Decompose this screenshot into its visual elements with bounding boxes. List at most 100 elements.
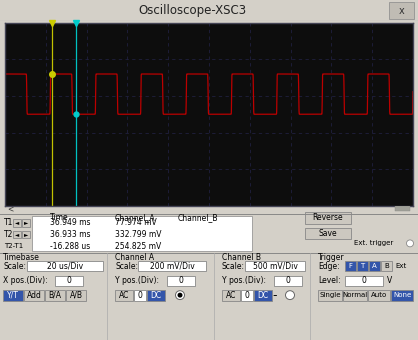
Text: Scale:: Scale:: [3, 261, 26, 271]
FancyBboxPatch shape: [345, 276, 383, 286]
Text: Scale:: Scale:: [115, 261, 138, 271]
Text: ◄: ◄: [15, 220, 19, 225]
FancyBboxPatch shape: [147, 290, 165, 301]
FancyBboxPatch shape: [318, 290, 342, 301]
FancyBboxPatch shape: [45, 290, 65, 301]
Text: T1: T1: [4, 218, 13, 227]
Text: Channel B: Channel B: [222, 253, 261, 262]
FancyBboxPatch shape: [381, 261, 392, 271]
Text: 0: 0: [66, 276, 71, 285]
FancyBboxPatch shape: [32, 216, 252, 251]
FancyBboxPatch shape: [22, 231, 30, 238]
Text: 0: 0: [138, 291, 143, 300]
FancyBboxPatch shape: [66, 290, 86, 301]
FancyBboxPatch shape: [389, 2, 414, 19]
Text: Channel A: Channel A: [115, 253, 154, 262]
FancyBboxPatch shape: [134, 290, 146, 301]
Text: X pos.(Div):: X pos.(Div):: [3, 276, 48, 285]
Text: Oscilloscope-XSC3: Oscilloscope-XSC3: [138, 4, 246, 17]
Circle shape: [178, 293, 183, 298]
FancyBboxPatch shape: [357, 261, 368, 271]
Text: Add: Add: [27, 291, 41, 300]
Text: F: F: [349, 263, 352, 269]
Text: <: <: [7, 204, 13, 213]
FancyBboxPatch shape: [24, 290, 44, 301]
Text: DC: DC: [257, 291, 268, 300]
Text: Y/T: Y/T: [7, 291, 19, 300]
Text: ►: ►: [24, 220, 28, 225]
FancyBboxPatch shape: [241, 290, 253, 301]
Text: Scale:: Scale:: [222, 261, 245, 271]
Text: Save: Save: [319, 229, 337, 238]
FancyBboxPatch shape: [305, 227, 351, 239]
FancyBboxPatch shape: [222, 290, 240, 301]
Text: 500 mV/Div: 500 mV/Div: [252, 261, 298, 271]
Text: B: B: [384, 263, 389, 269]
FancyBboxPatch shape: [3, 290, 23, 301]
Text: 77.974 mV: 77.974 mV: [115, 218, 157, 227]
Text: 20 us/Div: 20 us/Div: [47, 261, 83, 271]
Text: Y pos.(Div):: Y pos.(Div):: [222, 276, 266, 285]
FancyBboxPatch shape: [13, 231, 21, 238]
Text: Time: Time: [50, 213, 69, 222]
Text: Channel_B: Channel_B: [178, 213, 219, 222]
Text: Ext. trigger: Ext. trigger: [354, 240, 393, 246]
Text: Reverse: Reverse: [313, 213, 343, 222]
FancyBboxPatch shape: [345, 261, 356, 271]
FancyBboxPatch shape: [22, 219, 30, 226]
Text: Channel_A: Channel_A: [115, 213, 155, 222]
Text: Ext: Ext: [395, 263, 406, 269]
FancyBboxPatch shape: [274, 276, 302, 286]
Text: Timebase: Timebase: [3, 253, 40, 262]
Text: Y pos.(Div):: Y pos.(Div):: [115, 276, 159, 285]
Text: 254.825 mV: 254.825 mV: [115, 242, 161, 251]
FancyBboxPatch shape: [55, 276, 83, 286]
Text: Single: Single: [319, 292, 341, 298]
Text: Edge:: Edge:: [318, 261, 339, 271]
FancyBboxPatch shape: [343, 290, 367, 301]
Text: B/A: B/A: [48, 291, 61, 300]
Text: T2: T2: [4, 230, 13, 239]
Text: ►: ►: [24, 232, 28, 237]
Text: Level:: Level:: [318, 276, 341, 285]
Text: AC: AC: [226, 291, 236, 300]
Text: 200 mV/Div: 200 mV/Div: [150, 261, 194, 271]
FancyBboxPatch shape: [13, 219, 21, 226]
FancyBboxPatch shape: [305, 212, 351, 224]
FancyBboxPatch shape: [245, 261, 305, 271]
Text: 36.933 ms: 36.933 ms: [50, 230, 91, 239]
FancyBboxPatch shape: [115, 290, 133, 301]
Circle shape: [285, 291, 295, 300]
Text: None: None: [393, 292, 411, 298]
Text: A/B: A/B: [69, 291, 82, 300]
Text: 0: 0: [362, 276, 367, 285]
Text: T2-T1: T2-T1: [4, 243, 23, 249]
Text: A: A: [372, 263, 377, 269]
FancyBboxPatch shape: [138, 261, 206, 271]
Text: ◄: ◄: [15, 232, 19, 237]
Circle shape: [406, 240, 413, 247]
FancyBboxPatch shape: [395, 206, 410, 211]
Text: 0: 0: [178, 276, 184, 285]
Text: -: -: [273, 289, 277, 302]
Text: 0: 0: [245, 291, 250, 300]
Circle shape: [176, 291, 184, 300]
FancyBboxPatch shape: [167, 276, 195, 286]
FancyBboxPatch shape: [368, 290, 390, 301]
Text: Normal: Normal: [342, 292, 367, 298]
Text: 36.949 ms: 36.949 ms: [50, 218, 91, 227]
Text: x: x: [398, 5, 404, 16]
Text: 332.799 mV: 332.799 mV: [115, 230, 161, 239]
Text: 0: 0: [285, 276, 291, 285]
FancyBboxPatch shape: [27, 261, 103, 271]
Text: Trigger: Trigger: [318, 253, 344, 262]
Text: -16.288 us: -16.288 us: [50, 242, 90, 251]
Text: T: T: [360, 263, 364, 269]
Text: DC: DC: [150, 291, 162, 300]
Text: Auto: Auto: [371, 292, 387, 298]
Text: V: V: [387, 276, 392, 285]
FancyBboxPatch shape: [391, 290, 413, 301]
Text: AC: AC: [119, 291, 129, 300]
FancyBboxPatch shape: [254, 290, 272, 301]
FancyBboxPatch shape: [369, 261, 380, 271]
